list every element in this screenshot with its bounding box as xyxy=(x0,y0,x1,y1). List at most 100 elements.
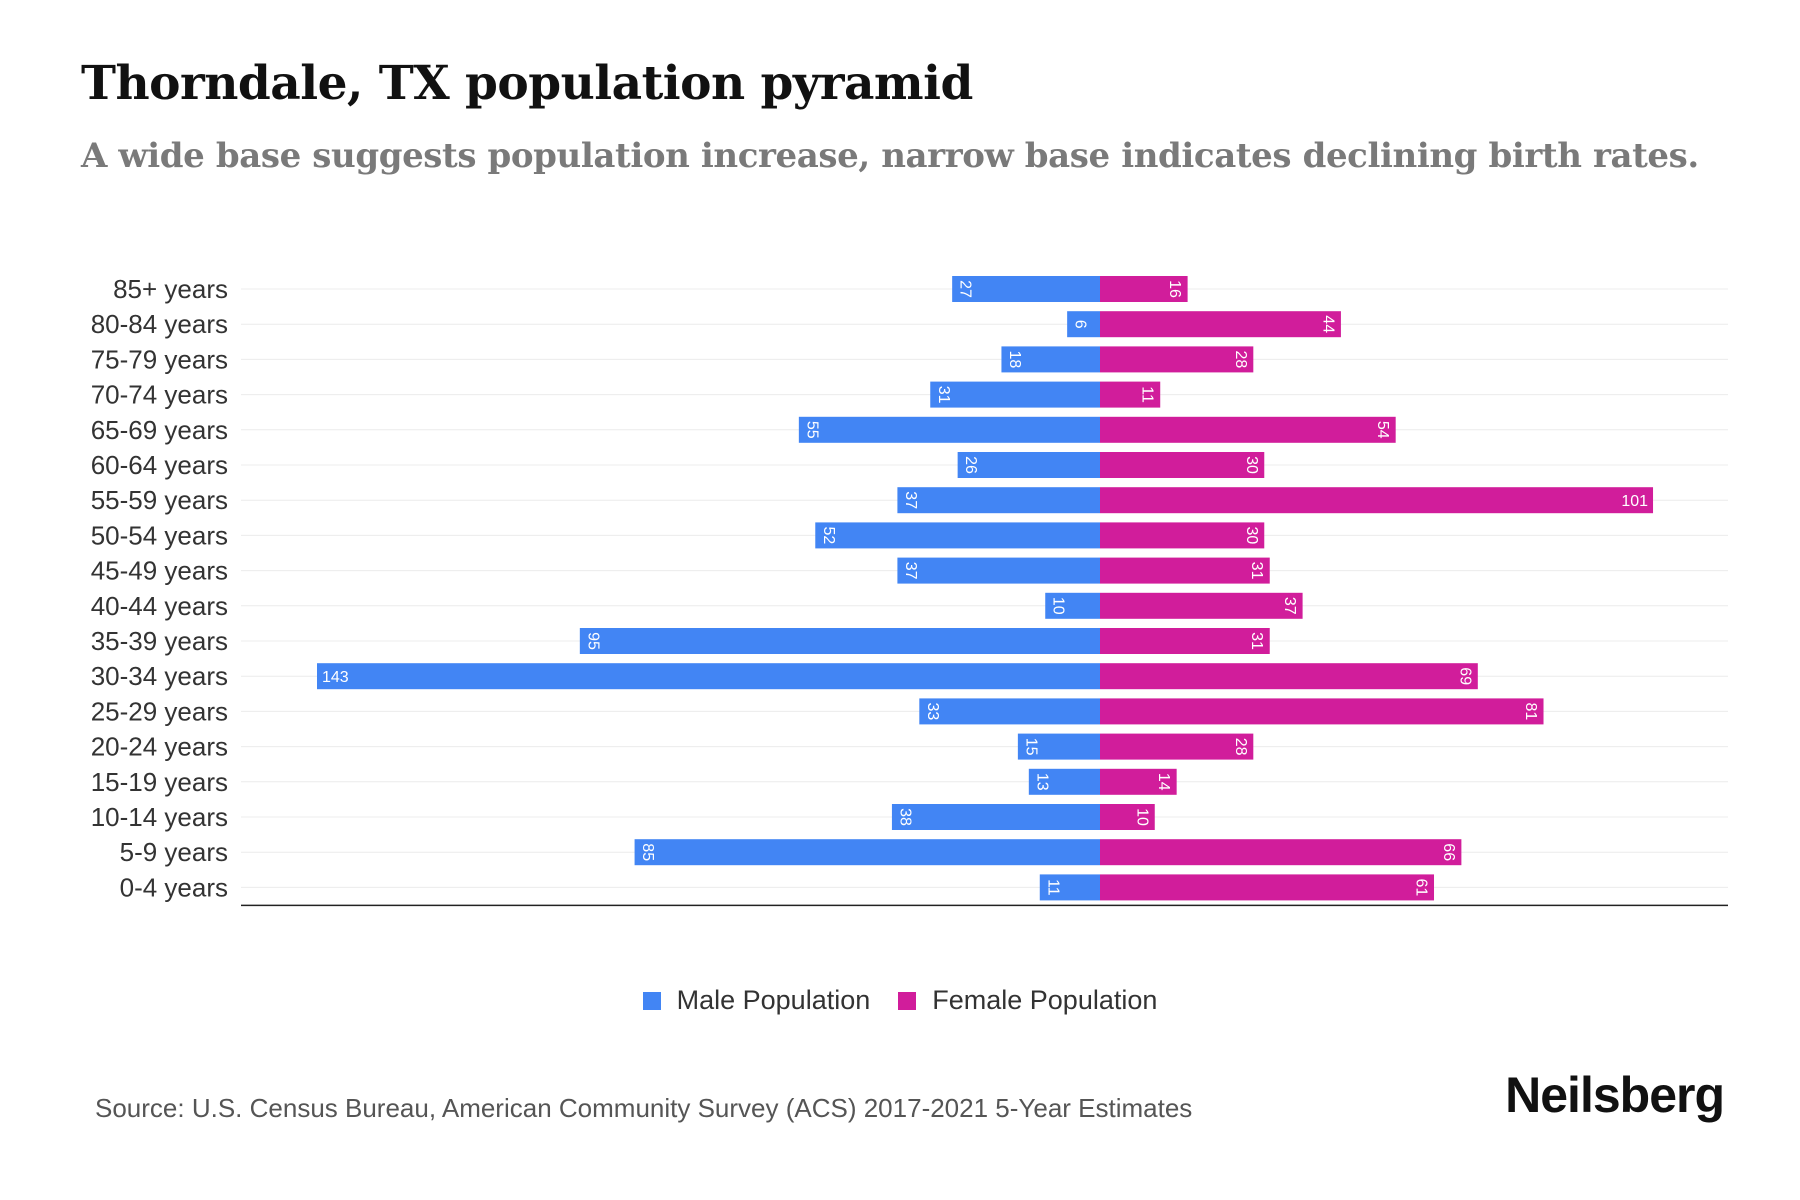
male-bar xyxy=(891,804,1100,830)
brand-logo: Neilsberg xyxy=(1505,1067,1725,1123)
male-bar xyxy=(1028,768,1100,795)
y-tick-label: 20-24 years xyxy=(91,732,228,762)
y-tick-label: 50-54 years xyxy=(91,520,228,550)
male-data-label: 13 xyxy=(1033,773,1050,791)
female-data-label: 28 xyxy=(1232,738,1249,756)
female-data-label: 101 xyxy=(1621,493,1648,510)
male-bar xyxy=(1067,311,1100,338)
female-data-label: 31 xyxy=(1248,562,1265,580)
female-bar xyxy=(1100,592,1303,619)
female-bar xyxy=(1100,839,1462,866)
source-note: Source: U.S. Census Bureau, American Com… xyxy=(95,1093,1193,1123)
y-tick-label: 75-79 years xyxy=(91,344,228,374)
female-bar xyxy=(1100,768,1177,795)
male-bar xyxy=(897,487,1100,514)
male-bar xyxy=(579,628,1100,654)
legend-item-male[interactable]: Male Population xyxy=(642,985,871,1016)
male-data-label: 95 xyxy=(584,632,601,650)
y-tick-label: 45-49 years xyxy=(91,556,228,586)
y-tick-label: 70-74 years xyxy=(91,380,228,410)
male-bar xyxy=(930,381,1100,408)
male-bar xyxy=(897,557,1100,584)
female-bar xyxy=(1100,874,1435,901)
male-data-label: 15 xyxy=(1022,738,1039,756)
male-data-label: 18 xyxy=(1006,351,1023,369)
female-data-label: 30 xyxy=(1243,456,1260,474)
legend-swatch-female xyxy=(898,991,917,1010)
legend-item-female[interactable]: Female Population xyxy=(898,985,1157,1016)
y-tick-label: 35-39 years xyxy=(91,626,228,656)
male-bar xyxy=(798,416,1100,443)
male-data-label: 37 xyxy=(902,491,919,509)
male-data-label: 11 xyxy=(1044,879,1061,896)
female-bar xyxy=(1100,416,1396,443)
male-bar xyxy=(919,698,1100,725)
female-data-label: 14 xyxy=(1155,773,1172,791)
male-bar xyxy=(317,663,1100,690)
female-data-label: 61 xyxy=(1413,879,1430,897)
female-bar xyxy=(1100,628,1270,654)
female-data-label: 30 xyxy=(1243,527,1260,545)
male-data-label: 33 xyxy=(924,703,941,721)
chart-title: Thorndale, TX population pyramid xyxy=(81,56,973,111)
female-bar xyxy=(1100,698,1544,725)
female-data-label: 11 xyxy=(1139,386,1156,403)
female-bar xyxy=(1100,452,1265,478)
y-tick-label: 30-34 years xyxy=(91,661,228,691)
male-data-label: 10 xyxy=(1050,597,1067,615)
male-data-label: 27 xyxy=(957,280,974,298)
y-tick-label: 40-44 years xyxy=(91,591,228,621)
female-bar xyxy=(1100,381,1161,408)
y-tick-label: 60-64 years xyxy=(91,450,228,480)
male-bar xyxy=(1001,346,1100,373)
female-data-label: 28 xyxy=(1232,351,1249,369)
female-data-label: 16 xyxy=(1166,280,1183,298)
male-bar xyxy=(1039,874,1100,901)
y-tick-label: 10-14 years xyxy=(91,802,228,832)
y-tick-label: 0-4 years xyxy=(120,872,228,902)
y-tick-label: 25-29 years xyxy=(91,696,228,726)
female-bar xyxy=(1100,346,1254,373)
male-data-label: 52 xyxy=(820,527,837,545)
female-bar xyxy=(1100,663,1478,690)
y-tick-label: 5-9 years xyxy=(120,837,228,867)
female-bar xyxy=(1100,733,1254,760)
y-tick-label: 55-59 years xyxy=(91,485,228,515)
y-tick-label: 85+ years xyxy=(113,274,228,304)
legend-swatch-male xyxy=(642,991,661,1010)
female-data-label: 37 xyxy=(1281,597,1298,615)
male-bar xyxy=(1045,592,1100,619)
male-bar xyxy=(1017,733,1100,760)
male-data-label: 26 xyxy=(962,456,979,474)
female-data-label: 31 xyxy=(1248,632,1265,650)
female-bar xyxy=(1100,522,1265,549)
female-data-label: 81 xyxy=(1522,703,1539,721)
male-bar xyxy=(634,839,1100,866)
female-bar xyxy=(1100,487,1654,514)
legend-label-female: Female Population xyxy=(932,985,1158,1015)
female-data-label: 54 xyxy=(1374,421,1391,439)
y-tick-label: 15-19 years xyxy=(91,767,228,797)
male-data-label: 55 xyxy=(803,421,820,439)
male-bar xyxy=(952,276,1100,302)
male-bar xyxy=(815,522,1100,549)
female-data-label: 44 xyxy=(1319,315,1336,333)
y-tick-label: 65-69 years xyxy=(91,415,228,445)
male-data-label: 31 xyxy=(935,386,952,404)
male-data-label: 143 xyxy=(322,669,349,686)
female-data-label: 66 xyxy=(1440,843,1457,861)
male-data-label: 6 xyxy=(1072,320,1089,329)
chart-subtitle: A wide base suggests population increase… xyxy=(81,136,1699,176)
y-tick-label: 80-84 years xyxy=(91,309,228,339)
female-bar xyxy=(1100,804,1155,830)
male-data-label: 37 xyxy=(902,562,919,580)
legend-label-male: Male Population xyxy=(676,985,871,1015)
female-data-label: 10 xyxy=(1133,808,1150,826)
female-bar xyxy=(1100,311,1341,338)
male-bar xyxy=(957,452,1100,478)
female-bar xyxy=(1100,276,1188,302)
population-pyramid-chart: 85+ years 27 16 80-84 years 6 44 75-79 years 18… xyxy=(91,274,1728,907)
female-bar xyxy=(1100,557,1270,584)
female-data-label: 69 xyxy=(1456,667,1473,685)
male-data-label: 38 xyxy=(896,808,913,826)
